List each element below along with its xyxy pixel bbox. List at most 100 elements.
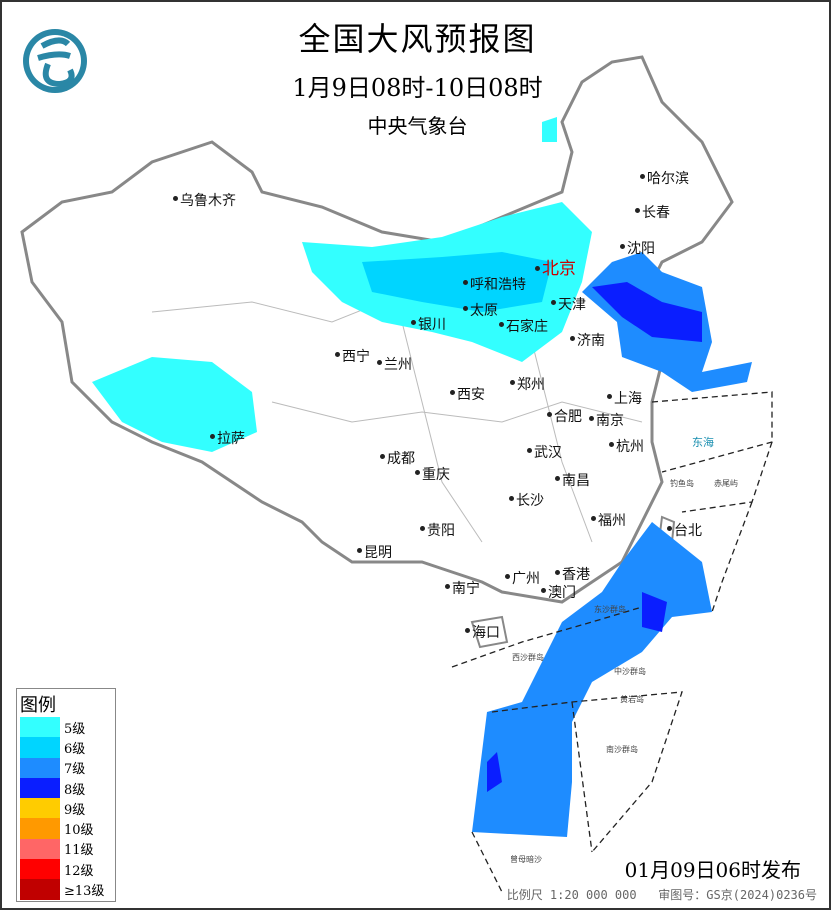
city-marker — [463, 280, 468, 285]
city-label: 石家庄 — [506, 319, 548, 335]
city-marker — [527, 448, 532, 453]
city-marker — [499, 322, 504, 327]
wind-area-6 — [362, 252, 552, 312]
city-marker — [607, 394, 612, 399]
legend-item: 9级 — [17, 798, 115, 819]
city-label: 福州 — [598, 513, 626, 529]
legend-title: 图例 — [20, 695, 56, 716]
wind-areas — [92, 117, 752, 837]
city-marker — [380, 454, 385, 459]
city-label: 澳门 — [548, 585, 576, 601]
hainan — [470, 615, 509, 649]
city-label: 西安 — [457, 387, 485, 403]
sea-label: 中沙群岛 — [614, 667, 646, 676]
sea-label: 南沙群岛 — [606, 745, 638, 754]
city-label: 天津 — [558, 297, 586, 313]
scale-review: 比例尺 1:20 000 000 审图号：GS京(2024)0236号 — [507, 886, 817, 903]
forecast-period: 1月9日08时-10日08时 — [292, 74, 543, 102]
legend-swatch — [20, 838, 60, 860]
city-label: 贵阳 — [427, 523, 455, 539]
issuer: 中央气象台 — [367, 114, 468, 138]
legend: 图例 5级 6级 7级 8级 9级 10级 11级 12级 ≥13级 — [16, 688, 116, 902]
legend-swatch — [20, 777, 60, 799]
city-marker — [357, 548, 362, 553]
legend-item: 12级 — [17, 859, 115, 880]
city-label: 西宁 — [342, 349, 370, 365]
legend-label: 7级 — [64, 762, 86, 778]
city-marker — [335, 352, 340, 357]
city-label: 合肥 — [554, 409, 582, 425]
city-marker — [377, 360, 382, 365]
city-label: 重庆 — [422, 467, 450, 483]
city-marker — [555, 570, 560, 575]
city-marker — [555, 476, 560, 481]
city-marker — [635, 208, 640, 213]
legend-label: 11级 — [64, 843, 94, 859]
city-label: 乌鲁木齐 — [180, 193, 236, 209]
legend-swatch — [20, 717, 60, 738]
scale: 比例尺 1:20 000 000 — [506, 888, 637, 902]
city-label: 哈尔滨 — [647, 171, 689, 187]
city-label: 南昌 — [562, 473, 590, 489]
legend-item: 7级 — [17, 757, 115, 778]
city-marker — [591, 516, 596, 521]
review-number: 审图号：GS京(2024)0236号 — [658, 888, 817, 902]
legend-label: 9级 — [64, 802, 86, 818]
city-marker — [505, 574, 510, 579]
city-label: 长春 — [642, 205, 670, 221]
city-marker — [509, 496, 514, 501]
city-label: 郑州 — [517, 377, 545, 393]
legend-label: 12级 — [64, 863, 94, 879]
city-marker — [551, 300, 556, 305]
wind-area-8-yellowsea — [592, 282, 702, 342]
city-label: 南京 — [596, 413, 624, 429]
issued-time: 01月09日06时发布 — [624, 858, 801, 882]
city-marker — [210, 434, 215, 439]
city-label: 呼和浩特 — [470, 277, 526, 293]
legend-swatch — [20, 757, 60, 778]
city-label: 银川 — [418, 317, 446, 333]
city-label: 杭州 — [616, 439, 644, 455]
wind-area-8-gulf — [487, 752, 502, 792]
city-marker — [667, 526, 672, 531]
city-label: 北京 — [542, 259, 576, 279]
legend-label: 6级 — [64, 741, 86, 757]
sea-label: 钓鱼岛 — [670, 479, 694, 488]
cma-logo-icon — [23, 29, 87, 93]
legend-label: ≥13级 — [64, 884, 105, 900]
city-marker — [415, 470, 420, 475]
legend-label: 5级 — [64, 721, 86, 737]
city-label: 沈阳 — [627, 241, 655, 257]
legend-swatch — [20, 879, 60, 900]
city-marker — [445, 584, 450, 589]
legend-swatch — [20, 798, 60, 819]
city-marker — [541, 588, 546, 593]
city-marker — [609, 442, 614, 447]
city-marker — [411, 320, 416, 325]
legend-item: 11级 — [17, 838, 115, 860]
sea-label: 黄岩岛 — [620, 695, 644, 704]
city-marker — [465, 628, 470, 633]
legend-item: 10级 — [17, 818, 115, 839]
city-marker — [510, 380, 515, 385]
city-label: 昆明 — [364, 545, 392, 561]
city-marker — [450, 390, 455, 395]
city-label: 成都 — [387, 451, 415, 467]
legend-item: ≥13级 — [17, 879, 115, 900]
sea-label: 曾母暗沙 — [510, 855, 542, 864]
city-label: 广州 — [512, 571, 540, 587]
city-marker — [173, 196, 178, 201]
city-label: 上海 — [614, 391, 642, 407]
sea-label: 赤尾屿 — [714, 479, 738, 488]
legend-item: 5级 — [17, 717, 115, 738]
maritime-boundaries — [451, 391, 773, 893]
city-label: 南宁 — [452, 581, 480, 597]
wind-area-5-ne — [542, 117, 557, 142]
legend-swatch — [20, 737, 60, 758]
city-label: 长沙 — [516, 493, 544, 509]
sea-label: 西沙群岛 — [512, 653, 544, 662]
city-marker — [589, 416, 594, 421]
city-marker — [570, 336, 575, 341]
legend-label: 8级 — [64, 782, 86, 798]
